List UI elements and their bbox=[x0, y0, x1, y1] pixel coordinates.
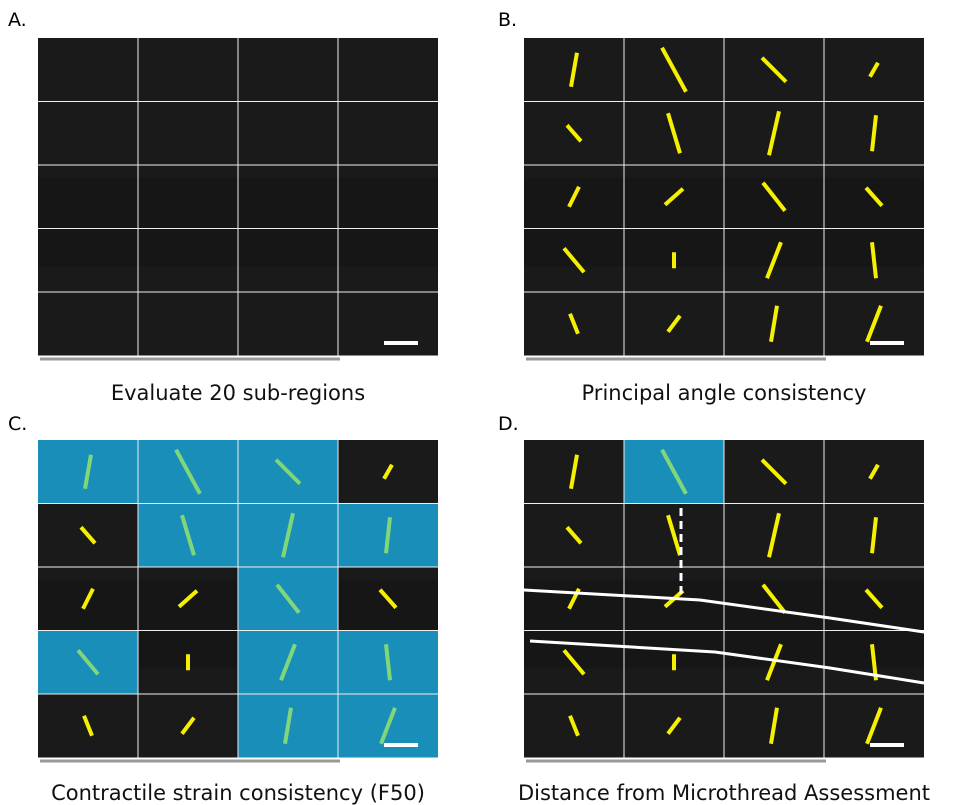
panel-label: A. bbox=[8, 9, 27, 31]
caption: Distance from Microthread Assessment bbox=[518, 781, 930, 805]
panel-label: D. bbox=[498, 413, 519, 435]
figure: A. B. C. D. Evaluate 20 sub-regions Prin… bbox=[0, 0, 956, 805]
caption: Contractile strain consistency (F50) bbox=[51, 781, 425, 805]
status-text bbox=[40, 358, 340, 361]
caption: Principal angle consistency bbox=[582, 381, 867, 405]
status-text bbox=[526, 358, 826, 361]
status-text bbox=[526, 760, 826, 763]
caption: Evaluate 20 sub-regions bbox=[111, 381, 365, 405]
panel-label: C. bbox=[8, 413, 27, 435]
status-text bbox=[40, 760, 340, 763]
panel-label: B. bbox=[498, 9, 517, 31]
